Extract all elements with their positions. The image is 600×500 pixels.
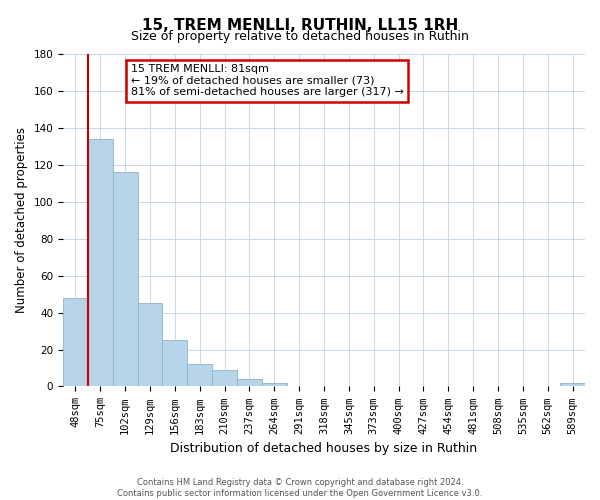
Bar bbox=[187, 364, 212, 386]
Text: Contains HM Land Registry data © Crown copyright and database right 2024.
Contai: Contains HM Land Registry data © Crown c… bbox=[118, 478, 482, 498]
Bar bbox=[63, 298, 88, 386]
Text: 15, TREM MENLLI, RUTHIN, LL15 1RH: 15, TREM MENLLI, RUTHIN, LL15 1RH bbox=[142, 18, 458, 32]
Bar bbox=[262, 383, 287, 386]
Text: Size of property relative to detached houses in Ruthin: Size of property relative to detached ho… bbox=[131, 30, 469, 43]
Text: 15 TREM MENLLI: 81sqm
← 19% of detached houses are smaller (73)
81% of semi-deta: 15 TREM MENLLI: 81sqm ← 19% of detached … bbox=[131, 64, 404, 97]
Bar bbox=[237, 379, 262, 386]
Bar bbox=[137, 304, 163, 386]
Bar bbox=[113, 172, 137, 386]
Bar bbox=[560, 383, 585, 386]
Bar bbox=[212, 370, 237, 386]
Bar bbox=[163, 340, 187, 386]
Bar bbox=[88, 139, 113, 386]
X-axis label: Distribution of detached houses by size in Ruthin: Distribution of detached houses by size … bbox=[170, 442, 478, 455]
Y-axis label: Number of detached properties: Number of detached properties bbox=[15, 127, 28, 313]
